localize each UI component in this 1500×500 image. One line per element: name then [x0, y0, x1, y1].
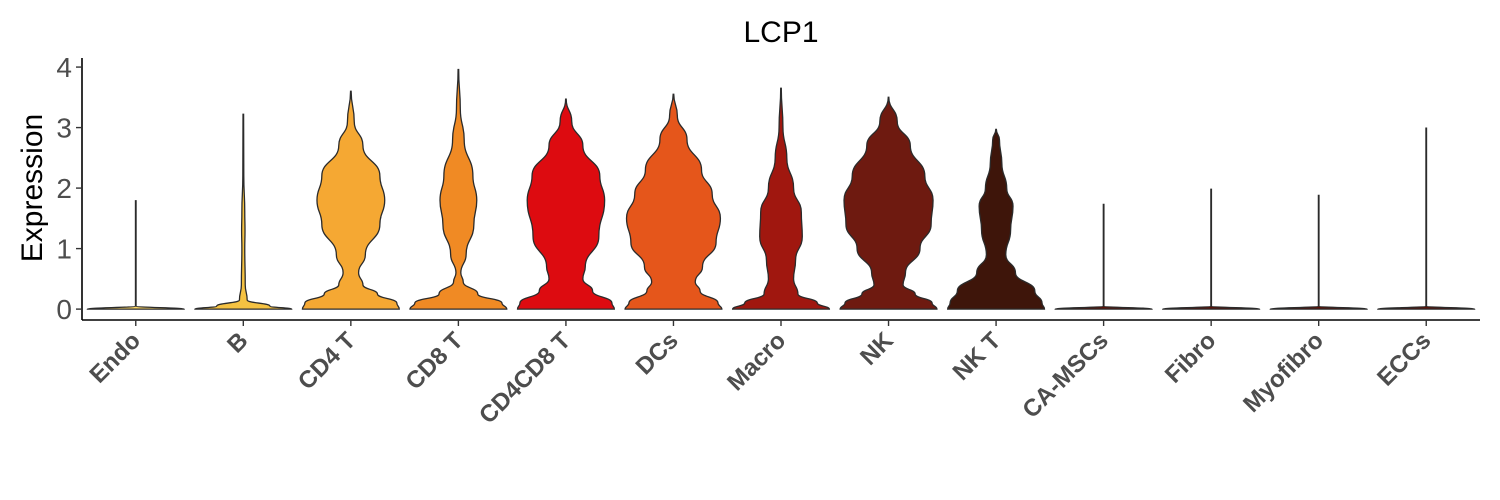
x-tick-label: B [222, 327, 253, 358]
y-tick-label: 0 [56, 294, 72, 325]
x-tick-label: Myofibro [1238, 327, 1329, 418]
y-tick-label: 2 [56, 173, 72, 204]
violin-cd8-t [409, 68, 508, 310]
y-tick-label: 3 [56, 113, 72, 144]
x-tick-label: ECCs [1372, 327, 1436, 391]
violin-fibro [1162, 188, 1261, 310]
violin-b [194, 113, 293, 310]
y-tick-label: 1 [56, 234, 72, 265]
x-tick-label: CA-MSCs [1017, 327, 1113, 423]
violin-endo [86, 200, 185, 310]
x-tick-label: NK T [948, 327, 1007, 386]
violins-group [86, 68, 1476, 310]
y-axis-label: Expression [16, 114, 49, 262]
x-tick-label: Endo [84, 327, 146, 389]
x-tick-label: Fibro [1160, 327, 1222, 389]
violin-myofibro [1269, 194, 1368, 310]
y-tick-label: 4 [56, 52, 72, 83]
violin-nk-t [947, 128, 1046, 310]
x-tick-label: Macro [722, 327, 791, 396]
x-tick-label: DCs [631, 327, 684, 380]
x-tick-label: CD4 T [293, 327, 361, 395]
y-axis: 0 1 2 3 4 [56, 52, 83, 325]
x-axis: Endo B CD4 T CD8 T CD4CD8 T DCs Macro NK NK T CA-… [82, 319, 1480, 429]
violin-nk [839, 96, 938, 310]
violin-cd4cd8-t [516, 98, 615, 310]
violin-macro [731, 87, 831, 310]
x-tick-label: NK [855, 327, 899, 371]
violin-dcs [624, 93, 723, 310]
x-tick-label: CD4CD8 T [474, 327, 576, 429]
x-tick-label: CD8 T [401, 327, 469, 395]
violin-ca-mscs [1054, 203, 1153, 310]
violin-cd4-t [301, 90, 400, 310]
chart-title: LCP1 [743, 16, 818, 49]
violin-eccs [1377, 127, 1476, 310]
